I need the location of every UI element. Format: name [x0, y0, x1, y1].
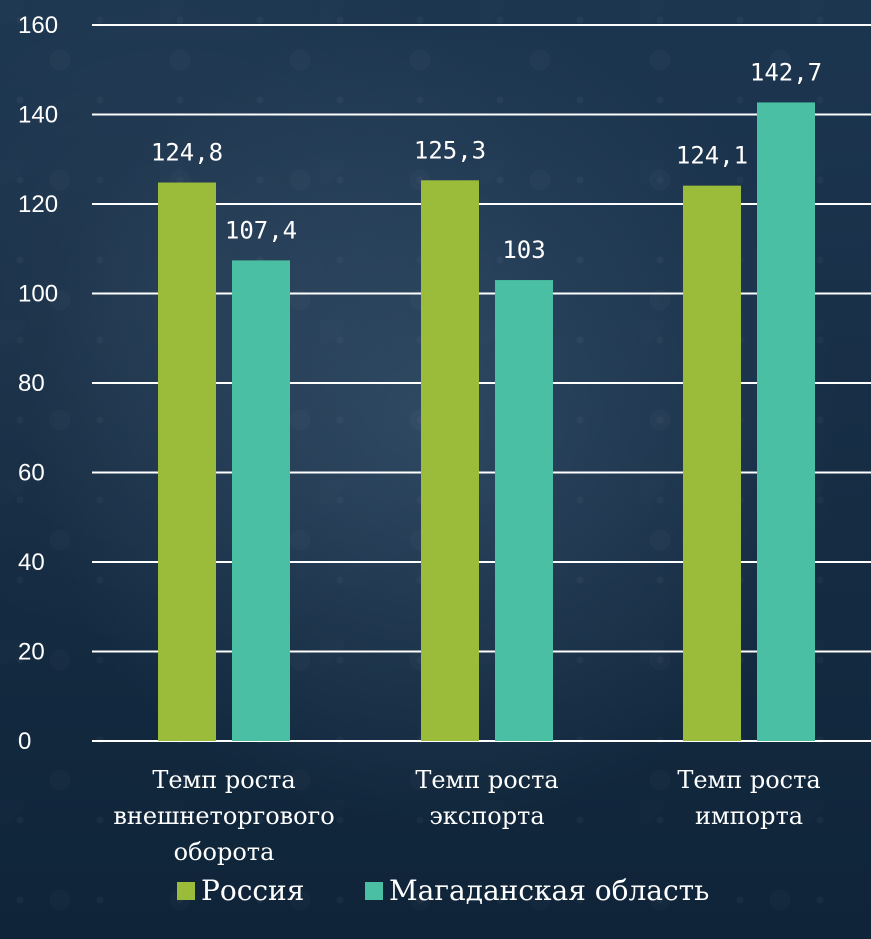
data-label: 142,7: [750, 58, 822, 86]
legend-layer: Россия Магаданская область: [177, 874, 709, 907]
russia-bar: [421, 180, 479, 742]
y-tick-label: 160: [18, 12, 58, 39]
russia-bar: [158, 182, 216, 741]
data-label: 103: [502, 236, 545, 264]
magadan-bar: [495, 280, 553, 741]
y-tick-label: 20: [18, 639, 45, 666]
data-label: 125,3: [414, 136, 486, 164]
bars-layer: [158, 102, 815, 742]
category-label: Темп роста экспорта: [415, 766, 558, 830]
legend-label-russia: Россия: [201, 874, 304, 907]
legend-swatch-magadan: [365, 882, 383, 900]
y-tick-label: 100: [18, 281, 58, 308]
y-tick-label: 140: [18, 102, 58, 129]
russia-bar: [683, 185, 741, 742]
data-label: 107,4: [225, 216, 297, 244]
y-tick-label: 120: [18, 191, 58, 218]
y-tick-label: 0: [18, 728, 31, 755]
magadan-bar: [757, 102, 815, 742]
category-label: Темп роста внешнеторгового оборота: [113, 766, 334, 866]
category-label: Темп роста импорта: [677, 766, 820, 830]
data-label: 124,8: [151, 139, 223, 167]
y-tick-label: 80: [18, 370, 45, 397]
y-tick-label: 60: [18, 460, 45, 487]
grid-layer: [92, 24, 871, 742]
y-tick-label: 40: [18, 549, 45, 576]
labels-layer: 0 20 40 60 80 100 120 140 160 124,8 125,3 124,1 107,…: [18, 12, 822, 866]
magadan-bar: [232, 260, 290, 741]
legend-label-magadan: Магаданская область: [389, 874, 709, 907]
legend-swatch-russia: [177, 882, 195, 900]
data-label: 124,1: [676, 142, 748, 170]
